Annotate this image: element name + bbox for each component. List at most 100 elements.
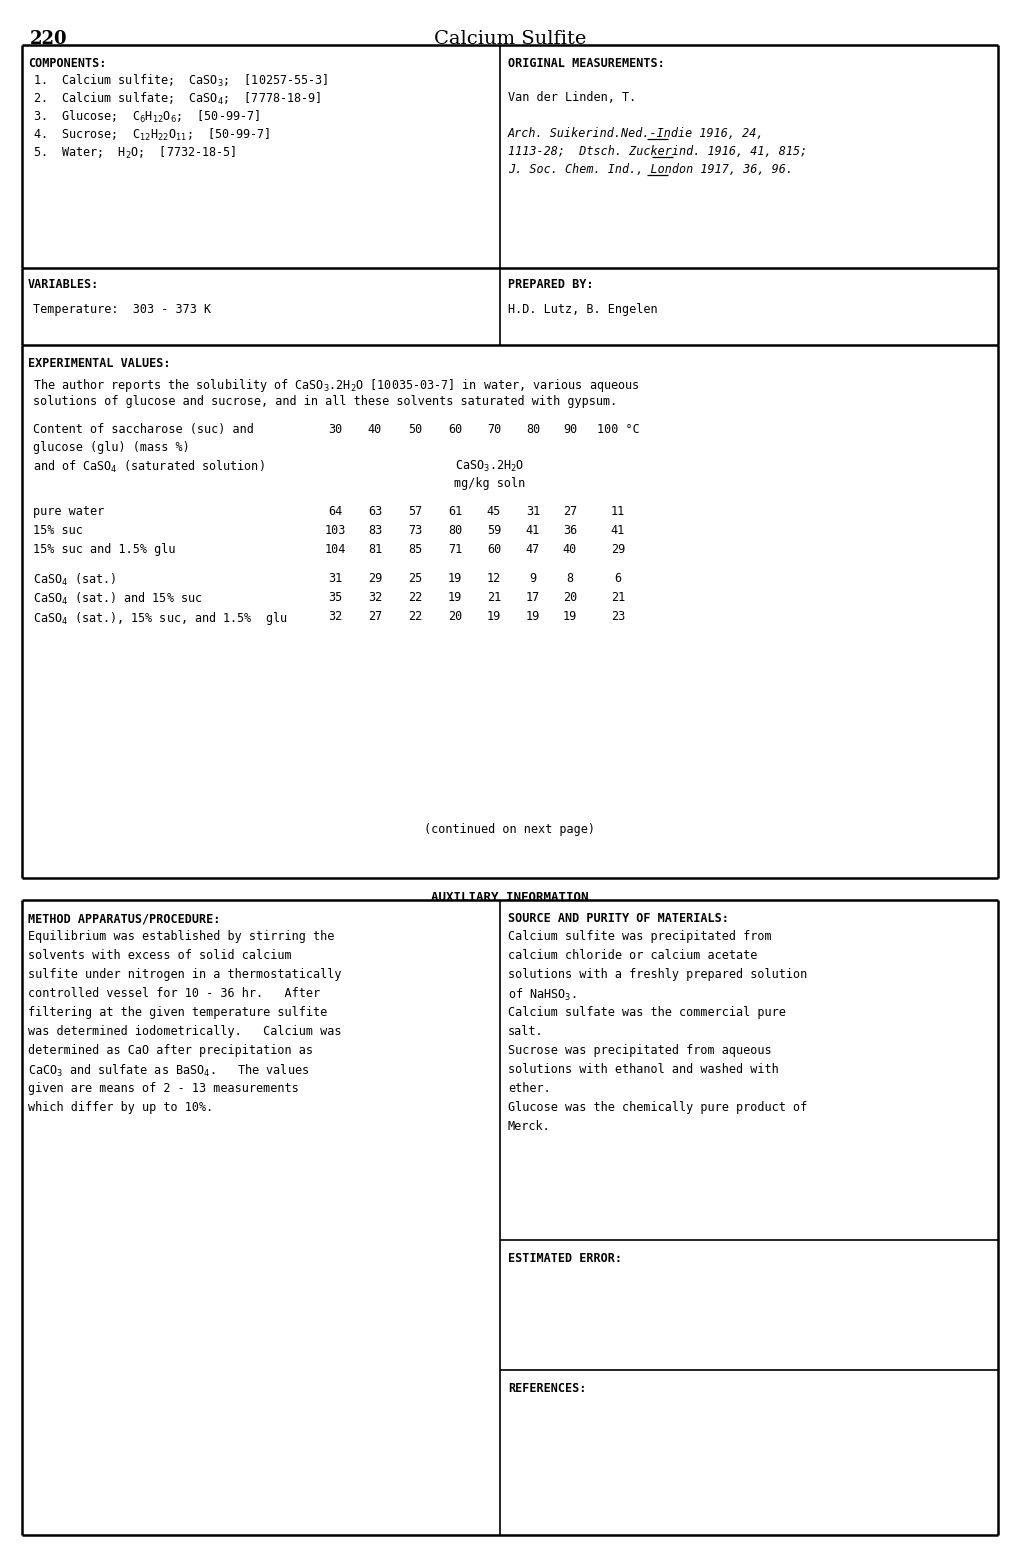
Text: mg/kg soln: mg/kg soln: [453, 478, 525, 490]
Text: 19: 19: [562, 610, 577, 624]
Text: 19: 19: [447, 591, 462, 603]
Text: Content of saccharose (suc) and: Content of saccharose (suc) and: [33, 423, 254, 436]
Text: AUXILIARY INFORMATION: AUXILIARY INFORMATION: [431, 890, 588, 904]
Text: 19: 19: [526, 610, 540, 624]
Text: 12: 12: [486, 572, 500, 585]
Text: H.D. Lutz, B. Engelen: H.D. Lutz, B. Engelen: [507, 302, 657, 316]
Text: 80: 80: [447, 524, 462, 537]
Text: PREPARED BY:: PREPARED BY:: [507, 278, 593, 292]
Text: 61: 61: [447, 506, 462, 518]
Text: solutions with ethanol and washed with: solutions with ethanol and washed with: [507, 1062, 777, 1076]
Text: solutions with a freshly prepared solution: solutions with a freshly prepared soluti…: [507, 968, 806, 980]
Text: (continued on next page): (continued on next page): [424, 824, 595, 836]
Text: 29: 29: [368, 572, 382, 585]
Text: CaSO$_3$.2H$_2$O: CaSO$_3$.2H$_2$O: [454, 459, 524, 475]
Text: METHOD APPARATUS/PROCEDURE:: METHOD APPARATUS/PROCEDURE:: [28, 912, 220, 924]
Text: 15% suc and 1.5% glu: 15% suc and 1.5% glu: [33, 543, 175, 555]
Text: CaSO$_4$ (sat.): CaSO$_4$ (sat.): [33, 572, 116, 588]
Text: glucose (glu) (mass %): glucose (glu) (mass %): [33, 440, 190, 454]
Text: CaSO$_4$ (sat.), 15% suc, and 1.5%  glu: CaSO$_4$ (sat.), 15% suc, and 1.5% glu: [33, 610, 287, 627]
Text: 63: 63: [368, 506, 382, 518]
Text: 6: 6: [613, 572, 621, 585]
Text: ORIGINAL MEASUREMENTS:: ORIGINAL MEASUREMENTS:: [507, 57, 664, 70]
Text: 5.  Water;  H$_2$O;  [7732-18-5]: 5. Water; H$_2$O; [7732-18-5]: [33, 144, 236, 161]
Text: pure water: pure water: [33, 506, 104, 518]
Text: 73: 73: [408, 524, 422, 537]
Text: 57: 57: [408, 506, 422, 518]
Text: VARIABLES:: VARIABLES:: [28, 278, 99, 292]
Text: 21: 21: [486, 591, 500, 603]
Text: 36: 36: [562, 524, 577, 537]
Text: 20: 20: [447, 610, 462, 624]
Text: 19: 19: [447, 572, 462, 585]
Text: REFERENCES:: REFERENCES:: [507, 1382, 586, 1394]
Text: 31: 31: [526, 506, 540, 518]
Text: 32: 32: [368, 591, 382, 603]
Text: 41: 41: [610, 524, 625, 537]
Text: 81: 81: [368, 543, 382, 555]
Text: COMPONENTS:: COMPONENTS:: [28, 57, 106, 70]
Text: of NaHSO$_3$.: of NaHSO$_3$.: [507, 986, 576, 1003]
Text: 27: 27: [562, 506, 577, 518]
Text: Van der Linden, T.: Van der Linden, T.: [507, 92, 636, 104]
Text: 30: 30: [327, 423, 341, 436]
Text: 45: 45: [486, 506, 500, 518]
Text: 3.  Glucose;  C$_6$H$_{12}$O$_6$;  [50-99-7]: 3. Glucose; C$_6$H$_{12}$O$_6$; [50-99-7…: [33, 109, 260, 126]
Text: 22: 22: [408, 610, 422, 624]
Text: salt.: salt.: [507, 1025, 543, 1038]
Text: 35: 35: [327, 591, 341, 603]
Text: Calcium sulfate was the commercial pure: Calcium sulfate was the commercial pure: [507, 1007, 785, 1019]
Text: 25: 25: [408, 572, 422, 585]
Text: sulfite under nitrogen in a thermostatically: sulfite under nitrogen in a thermostatic…: [28, 968, 341, 980]
Text: 220: 220: [30, 29, 67, 48]
Text: 100 °C: 100 °C: [596, 423, 639, 436]
Text: 40: 40: [562, 543, 577, 555]
Text: 40: 40: [368, 423, 382, 436]
Text: 60: 60: [447, 423, 462, 436]
Text: 59: 59: [486, 524, 500, 537]
Text: 50: 50: [408, 423, 422, 436]
Text: The author reports the solubility of CaSO$_3$.2H$_2$O [10035-03-7] in water, var: The author reports the solubility of CaS…: [33, 377, 639, 394]
Text: which differ by up to 10%.: which differ by up to 10%.: [28, 1101, 213, 1114]
Text: ether.: ether.: [507, 1083, 550, 1095]
Text: 8: 8: [566, 572, 573, 585]
Text: 27: 27: [368, 610, 382, 624]
Text: 41: 41: [526, 524, 540, 537]
Text: Equilibrium was established by stirring the: Equilibrium was established by stirring …: [28, 931, 334, 943]
Text: 29: 29: [610, 543, 625, 555]
Text: solutions of glucose and sucrose, and in all these solvents saturated with gypsu: solutions of glucose and sucrose, and in…: [33, 396, 616, 408]
Text: Calcium Sulfite: Calcium Sulfite: [433, 29, 586, 48]
Text: 85: 85: [408, 543, 422, 555]
Text: filtering at the given temperature sulfite: filtering at the given temperature sulfi…: [28, 1007, 327, 1019]
Text: 17: 17: [526, 591, 540, 603]
Text: 1.  Calcium sulfite;  CaSO$_3$;  [10257-55-3]: 1. Calcium sulfite; CaSO$_3$; [10257-55-…: [33, 73, 328, 88]
Text: 9: 9: [529, 572, 536, 585]
Text: 31: 31: [327, 572, 341, 585]
Text: solvents with excess of solid calcium: solvents with excess of solid calcium: [28, 949, 291, 962]
Text: was determined iodometrically.   Calcium was: was determined iodometrically. Calcium w…: [28, 1025, 341, 1038]
Text: CaCO$_3$ and sulfate as BaSO$_4$.   The values: CaCO$_3$ and sulfate as BaSO$_4$. The va…: [28, 1062, 309, 1079]
Text: 11: 11: [610, 506, 625, 518]
Text: 20: 20: [562, 591, 577, 603]
Text: 21: 21: [610, 591, 625, 603]
Text: determined as CaO after precipitation as: determined as CaO after precipitation as: [28, 1044, 313, 1056]
Text: 2.  Calcium sulfate;  CaSO$_4$;  [7778-18-9]: 2. Calcium sulfate; CaSO$_4$; [7778-18-9…: [33, 92, 321, 107]
Text: Sucrose was precipitated from aqueous: Sucrose was precipitated from aqueous: [507, 1044, 770, 1056]
Text: 22: 22: [408, 591, 422, 603]
Text: 90: 90: [562, 423, 577, 436]
Text: 19: 19: [486, 610, 500, 624]
Text: Calcium sulfite was precipitated from: Calcium sulfite was precipitated from: [507, 931, 770, 943]
Text: 60: 60: [486, 543, 500, 555]
Text: 4.  Sucrose;  C$_{12}$H$_{22}$O$_{11}$;  [50-99-7]: 4. Sucrose; C$_{12}$H$_{22}$O$_{11}$; [5…: [33, 127, 270, 143]
Text: 23: 23: [610, 610, 625, 624]
Text: 71: 71: [447, 543, 462, 555]
Text: J. Soc. Chem. Ind., London 1917, 36, 96.: J. Soc. Chem. Ind., London 1917, 36, 96.: [507, 163, 792, 175]
Text: 1113-28;  Dtsch. Zuckerind. 1916, 41, 815;: 1113-28; Dtsch. Zuckerind. 1916, 41, 815…: [507, 144, 806, 158]
Text: given are means of 2 - 13 measurements: given are means of 2 - 13 measurements: [28, 1083, 299, 1095]
Text: calcium chloride or calcium acetate: calcium chloride or calcium acetate: [507, 949, 757, 962]
Text: Temperature:  303 - 373 K: Temperature: 303 - 373 K: [33, 302, 211, 316]
Text: EXPERIMENTAL VALUES:: EXPERIMENTAL VALUES:: [28, 357, 170, 371]
Text: 70: 70: [486, 423, 500, 436]
Text: ESTIMATED ERROR:: ESTIMATED ERROR:: [507, 1252, 622, 1266]
Text: CaSO$_4$ (sat.) and 15% suc: CaSO$_4$ (sat.) and 15% suc: [33, 591, 202, 606]
